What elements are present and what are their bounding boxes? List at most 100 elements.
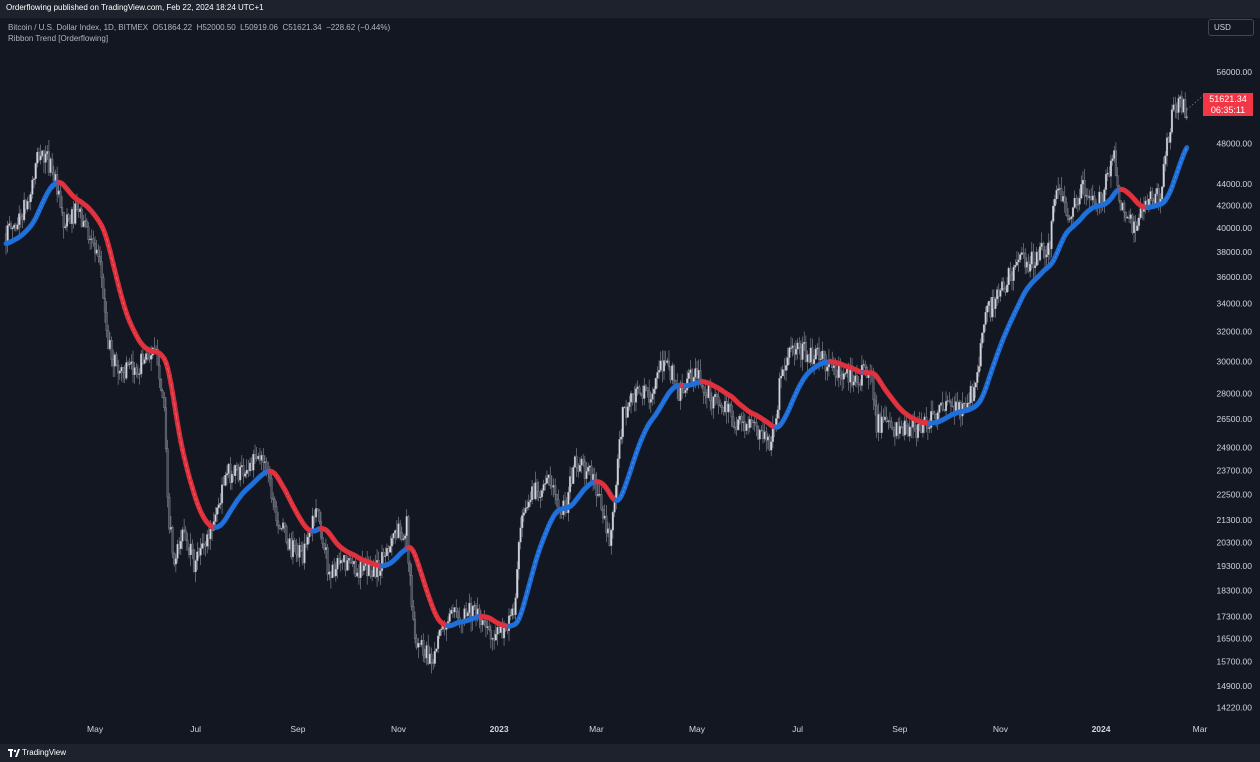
candle: [587, 462, 590, 475]
candle: [242, 458, 245, 484]
price-axis: 56000.00 48000.00 44000.00 42000.00 40000.00…: [1217, 67, 1253, 712]
candle: [117, 359, 120, 385]
close-value: 51621.34: [288, 23, 322, 32]
candle: [270, 469, 273, 503]
candle: [634, 383, 638, 412]
candle: [522, 506, 525, 522]
candle: [938, 404, 941, 418]
candle: [380, 544, 384, 579]
candle: [201, 533, 204, 550]
candle: [900, 420, 903, 429]
indicator-name[interactable]: Ribbon Trend [Orderflowing]: [8, 34, 109, 43]
candle: [527, 494, 530, 511]
candle: [389, 535, 392, 553]
y-tick-label: 22500.00: [1217, 490, 1253, 500]
candle: [651, 387, 654, 406]
candle: [994, 296, 997, 318]
candle: [1071, 206, 1075, 225]
candle: [1103, 187, 1106, 214]
candle: [618, 430, 621, 469]
candle: [776, 405, 779, 425]
low-label: L: [240, 23, 245, 32]
candle: [9, 220, 12, 230]
y-tick-label: 40000.00: [1217, 223, 1253, 233]
candle: [216, 506, 219, 523]
candle: [6, 220, 9, 253]
candle: [346, 556, 349, 572]
high-value: 52000.50: [202, 23, 236, 32]
candle: [220, 477, 224, 514]
candle: [720, 402, 723, 415]
candle: [704, 382, 707, 405]
price-chart[interactable]: 56000.00 48000.00 44000.00 42000.00 40000.00…: [0, 18, 1260, 744]
candle: [526, 499, 529, 511]
candle: [239, 462, 242, 487]
candle: [253, 444, 257, 464]
candle: [433, 642, 436, 668]
candle: [785, 356, 788, 382]
publisher-line: Orderflowing published on TradingView.co…: [6, 3, 264, 12]
y-tick-label: 32000.00: [1217, 326, 1253, 336]
candle: [181, 527, 184, 550]
candle: [146, 351, 149, 361]
candle: [110, 336, 113, 367]
symbol-line: Bitcoin / U.S. Dollar Index, 1D, BITMEX …: [8, 22, 390, 33]
candle: [811, 338, 814, 366]
candle: [1043, 246, 1047, 269]
y-tick-label: 34000.00: [1217, 298, 1253, 308]
candle: [1075, 194, 1078, 210]
candle: [100, 250, 103, 288]
candle: [135, 363, 138, 378]
candle: [115, 351, 118, 367]
candle: [392, 532, 395, 545]
candle: [303, 533, 306, 570]
y-tick-label: 16500.00: [1217, 634, 1253, 644]
candle: [11, 226, 14, 241]
candle: [174, 554, 177, 573]
candle: [176, 539, 179, 564]
candle: [999, 288, 1002, 302]
candle: [438, 629, 441, 639]
candle: [580, 455, 583, 474]
candle: [407, 514, 410, 573]
candle: [542, 479, 545, 494]
candle: [568, 466, 572, 500]
candle: [610, 528, 613, 555]
candle: [575, 448, 578, 478]
candle: [272, 492, 275, 511]
candle: [639, 392, 642, 396]
candle: [1024, 248, 1027, 275]
candle: [567, 486, 570, 522]
candle: [653, 386, 656, 405]
candle: [62, 212, 65, 239]
candle: [128, 357, 131, 369]
candle: [1137, 213, 1141, 230]
candle: [905, 416, 908, 435]
chart-pane[interactable]: 56000.00 48000.00 44000.00 42000.00 40000.00…: [0, 18, 1260, 744]
candle: [1165, 132, 1169, 167]
candle: [23, 192, 26, 223]
candle: [354, 555, 357, 578]
candle: [316, 508, 319, 512]
candle: [410, 563, 413, 611]
candle: [888, 412, 892, 428]
candle: [796, 338, 799, 360]
candle: [646, 387, 649, 398]
candle: [755, 416, 758, 437]
candle: [540, 488, 544, 502]
candle: [219, 493, 222, 510]
candle: [1080, 175, 1083, 200]
y-tick-label: 56000.00: [1217, 67, 1253, 77]
candle: [18, 205, 21, 236]
close-label: C: [282, 23, 289, 32]
currency-button[interactable]: USD: [1208, 19, 1254, 36]
candle: [1164, 151, 1167, 172]
candle: [1136, 218, 1139, 232]
symbol-name: Bitcoin / U.S. Dollar Index, 1D, BITMEX: [8, 23, 149, 32]
y-tick-label: 14220.00: [1217, 702, 1253, 712]
candle: [278, 524, 281, 530]
candle: [126, 360, 130, 367]
candle: [224, 471, 227, 487]
y-tick-label: 24900.00: [1217, 443, 1253, 453]
candle: [349, 556, 352, 564]
